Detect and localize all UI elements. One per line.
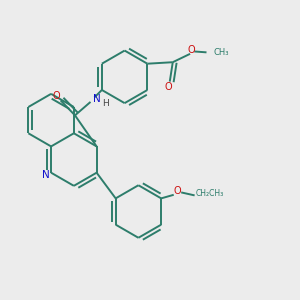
Text: H: H <box>102 99 109 108</box>
Text: N: N <box>93 94 101 104</box>
Text: O: O <box>173 186 181 196</box>
Text: O: O <box>52 91 60 101</box>
Text: O: O <box>164 82 172 92</box>
Text: CH₃: CH₃ <box>213 48 229 57</box>
Text: O: O <box>187 45 195 55</box>
Text: CH₂CH₃: CH₂CH₃ <box>196 189 224 198</box>
Text: N: N <box>42 170 50 180</box>
